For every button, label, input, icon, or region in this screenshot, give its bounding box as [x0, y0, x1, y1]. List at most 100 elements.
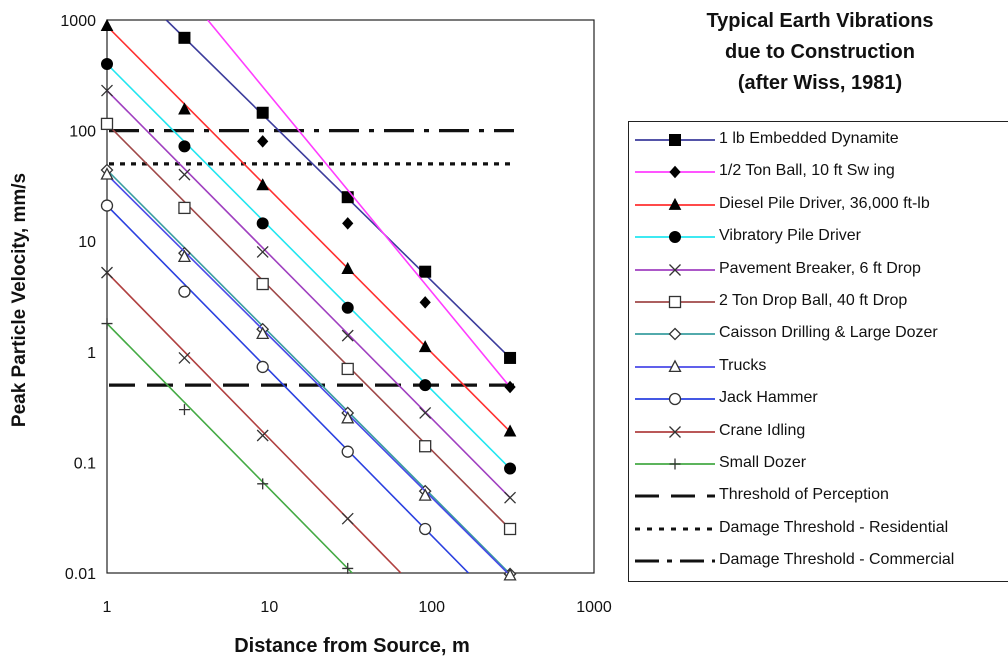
series: [100, 19, 517, 437]
plot-area: [100, 19, 595, 581]
data-point: [178, 285, 191, 298]
data-point: [256, 106, 269, 119]
legend-item: 2 Ton Drop Ball, 40 ft Drop: [629, 290, 1008, 314]
data-point: [668, 197, 682, 210]
series-line: [107, 174, 509, 573]
data-point: [341, 362, 354, 376]
series: [101, 84, 517, 504]
legend: 1 lb Embedded Dynamite 1/2 Ton Ball, 10 f…: [628, 121, 1008, 582]
data-point: [256, 429, 269, 442]
data-point: [504, 351, 517, 364]
chart-title-line-2: due to Construction: [725, 41, 915, 63]
data-point: [669, 134, 681, 146]
legend-item: Jack Hammer: [629, 387, 1008, 411]
legend-swatch: [635, 295, 715, 309]
data-point: [342, 562, 354, 574]
series-line: [107, 25, 511, 433]
data-point: [503, 522, 517, 536]
data-point: [669, 263, 681, 276]
legend-item: 1 lb Embedded Dynamite: [629, 128, 1008, 152]
y-axis-label: Peak Particle Velocity, mm/s: [9, 173, 30, 427]
data-point: [178, 140, 191, 153]
data-point: [669, 231, 681, 244]
legend-item: Small Dozer: [629, 452, 1008, 476]
data-point: [101, 84, 113, 97]
legend-item: Caisson Drilling & Large Dozer: [629, 322, 1008, 346]
x-tick-label: 1: [103, 599, 112, 616]
y-tick-label: 100: [69, 124, 96, 141]
data-point: [178, 201, 191, 215]
data-point: [504, 380, 516, 394]
data-point: [341, 261, 355, 274]
data-point: [419, 522, 432, 536]
legend-swatch: [635, 197, 715, 210]
chart-title-line-3: (after Wiss, 1981): [737, 72, 903, 94]
legend-swatch: [635, 494, 715, 498]
data-point: [419, 296, 431, 309]
legend-swatch: [635, 527, 715, 531]
data-point: [256, 178, 270, 191]
legend-item: Diesel Pile Driver, 36,000 ft-lb: [629, 193, 1008, 217]
legend-label: Jack Hammer: [719, 389, 818, 407]
legend-label: 2 Ton Drop Ball, 40 ft Drop: [719, 292, 908, 309]
legend-label: 1/2 Ton Ball, 10 ft Sw ing: [719, 162, 895, 180]
series: [101, 266, 402, 573]
legend-item: Trucks: [629, 355, 1008, 379]
chart-title-line-1: Typical Earth Vibrations: [706, 10, 934, 32]
legend-item: Threshold of Perception: [629, 484, 1008, 508]
legend-label: 1 lb Embedded Dynamite: [719, 130, 899, 147]
data-point: [178, 31, 191, 44]
legend-label: Trucks: [719, 356, 767, 374]
legend-swatch: [635, 359, 715, 372]
legend-swatch: [635, 327, 715, 341]
data-point: [503, 568, 517, 581]
series-line: [107, 323, 353, 573]
y-tick-label: 0.01: [65, 566, 96, 583]
data-point: [341, 191, 354, 204]
series-line: [207, 20, 511, 388]
series: [100, 163, 517, 581]
series-line: [107, 169, 511, 573]
data-point: [668, 359, 682, 372]
legend-label: Vibratory Pile Driver: [719, 227, 861, 245]
legend-item: Vibratory Pile Driver: [629, 225, 1008, 249]
legend-label: Damage Threshold - Commercial: [719, 551, 955, 569]
data-point: [418, 488, 432, 501]
legend-swatch: [635, 559, 715, 563]
data-point: [256, 245, 269, 258]
data-point: [177, 249, 192, 263]
data-point: [342, 217, 354, 230]
y-tick-label: 0.1: [74, 455, 96, 472]
series: [100, 117, 517, 536]
y-tick-label: 1000: [60, 13, 96, 30]
data-point: [256, 360, 269, 374]
legend-label: Damage Threshold - Residential: [719, 518, 949, 536]
legend-label: Crane Idling: [719, 421, 806, 439]
data-point: [257, 135, 269, 148]
x-axis-label: Distance from Source, m: [234, 635, 470, 657]
data-point: [178, 168, 191, 181]
legend-label: Caisson Drilling & Large Dozer: [719, 324, 938, 342]
legend-swatch: [635, 166, 715, 179]
data-point: [341, 301, 354, 314]
series-line: [107, 123, 511, 530]
data-point: [341, 512, 354, 525]
data-point: [669, 166, 681, 179]
legend-label: Small Dozer: [719, 454, 807, 471]
data-point: [668, 327, 682, 341]
data-point: [419, 406, 432, 419]
legend-swatch: [635, 425, 715, 438]
y-tick-label: 10: [78, 234, 96, 251]
data-point: [178, 404, 190, 416]
legend-label: Threshold of Perception: [719, 486, 889, 504]
legend-swatch: [635, 263, 715, 276]
series-line: [165, 20, 511, 359]
legend-swatch: [635, 134, 715, 146]
series-line: [107, 90, 511, 499]
data-point: [256, 277, 269, 291]
data-point: [257, 478, 269, 490]
data-point: [100, 199, 114, 212]
data-point: [419, 265, 432, 278]
legend-swatch: [635, 458, 715, 470]
